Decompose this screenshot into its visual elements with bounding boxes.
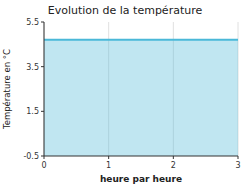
x-tick-label: 3 bbox=[235, 161, 240, 170]
title: Evolution de la température bbox=[48, 4, 203, 17]
y-axis-line bbox=[44, 22, 45, 156]
y-tick-label: 1.5 bbox=[26, 107, 39, 116]
x-tick-label: 0 bbox=[41, 161, 46, 170]
chart-container: 0 1 2 3 -0.5 1.5 3.5 5.5 heure par heure Températ… bbox=[0, 0, 250, 188]
x-tick-label: 1 bbox=[106, 161, 111, 170]
x-tick-label: 2 bbox=[171, 161, 176, 170]
plot-area bbox=[44, 40, 238, 156]
y-tick-label: -0.5 bbox=[23, 152, 39, 161]
axes: 0 1 2 3 -0.5 1.5 3.5 5.5 bbox=[23, 18, 240, 170]
line bbox=[44, 39, 238, 41]
y-tick bbox=[41, 156, 44, 157]
grid-line bbox=[44, 22, 45, 156]
y-tick bbox=[41, 22, 44, 23]
x-axis-label: heure par heure bbox=[100, 174, 182, 184]
chart-svg: 0 1 2 3 -0.5 1.5 3.5 5.5 heure par heure Températ… bbox=[0, 0, 250, 188]
y-tick bbox=[41, 66, 44, 67]
y-tick-label: 5.5 bbox=[26, 18, 39, 27]
x-tick bbox=[173, 156, 174, 159]
grid bbox=[44, 22, 238, 156]
y-tick bbox=[41, 111, 44, 112]
y-axis-label: Température en °C bbox=[2, 49, 12, 130]
x-axis-line bbox=[44, 156, 238, 157]
area bbox=[44, 40, 238, 156]
y-tick-label: 3.5 bbox=[26, 63, 39, 72]
x-tick bbox=[108, 156, 109, 159]
x-tick bbox=[238, 156, 239, 159]
